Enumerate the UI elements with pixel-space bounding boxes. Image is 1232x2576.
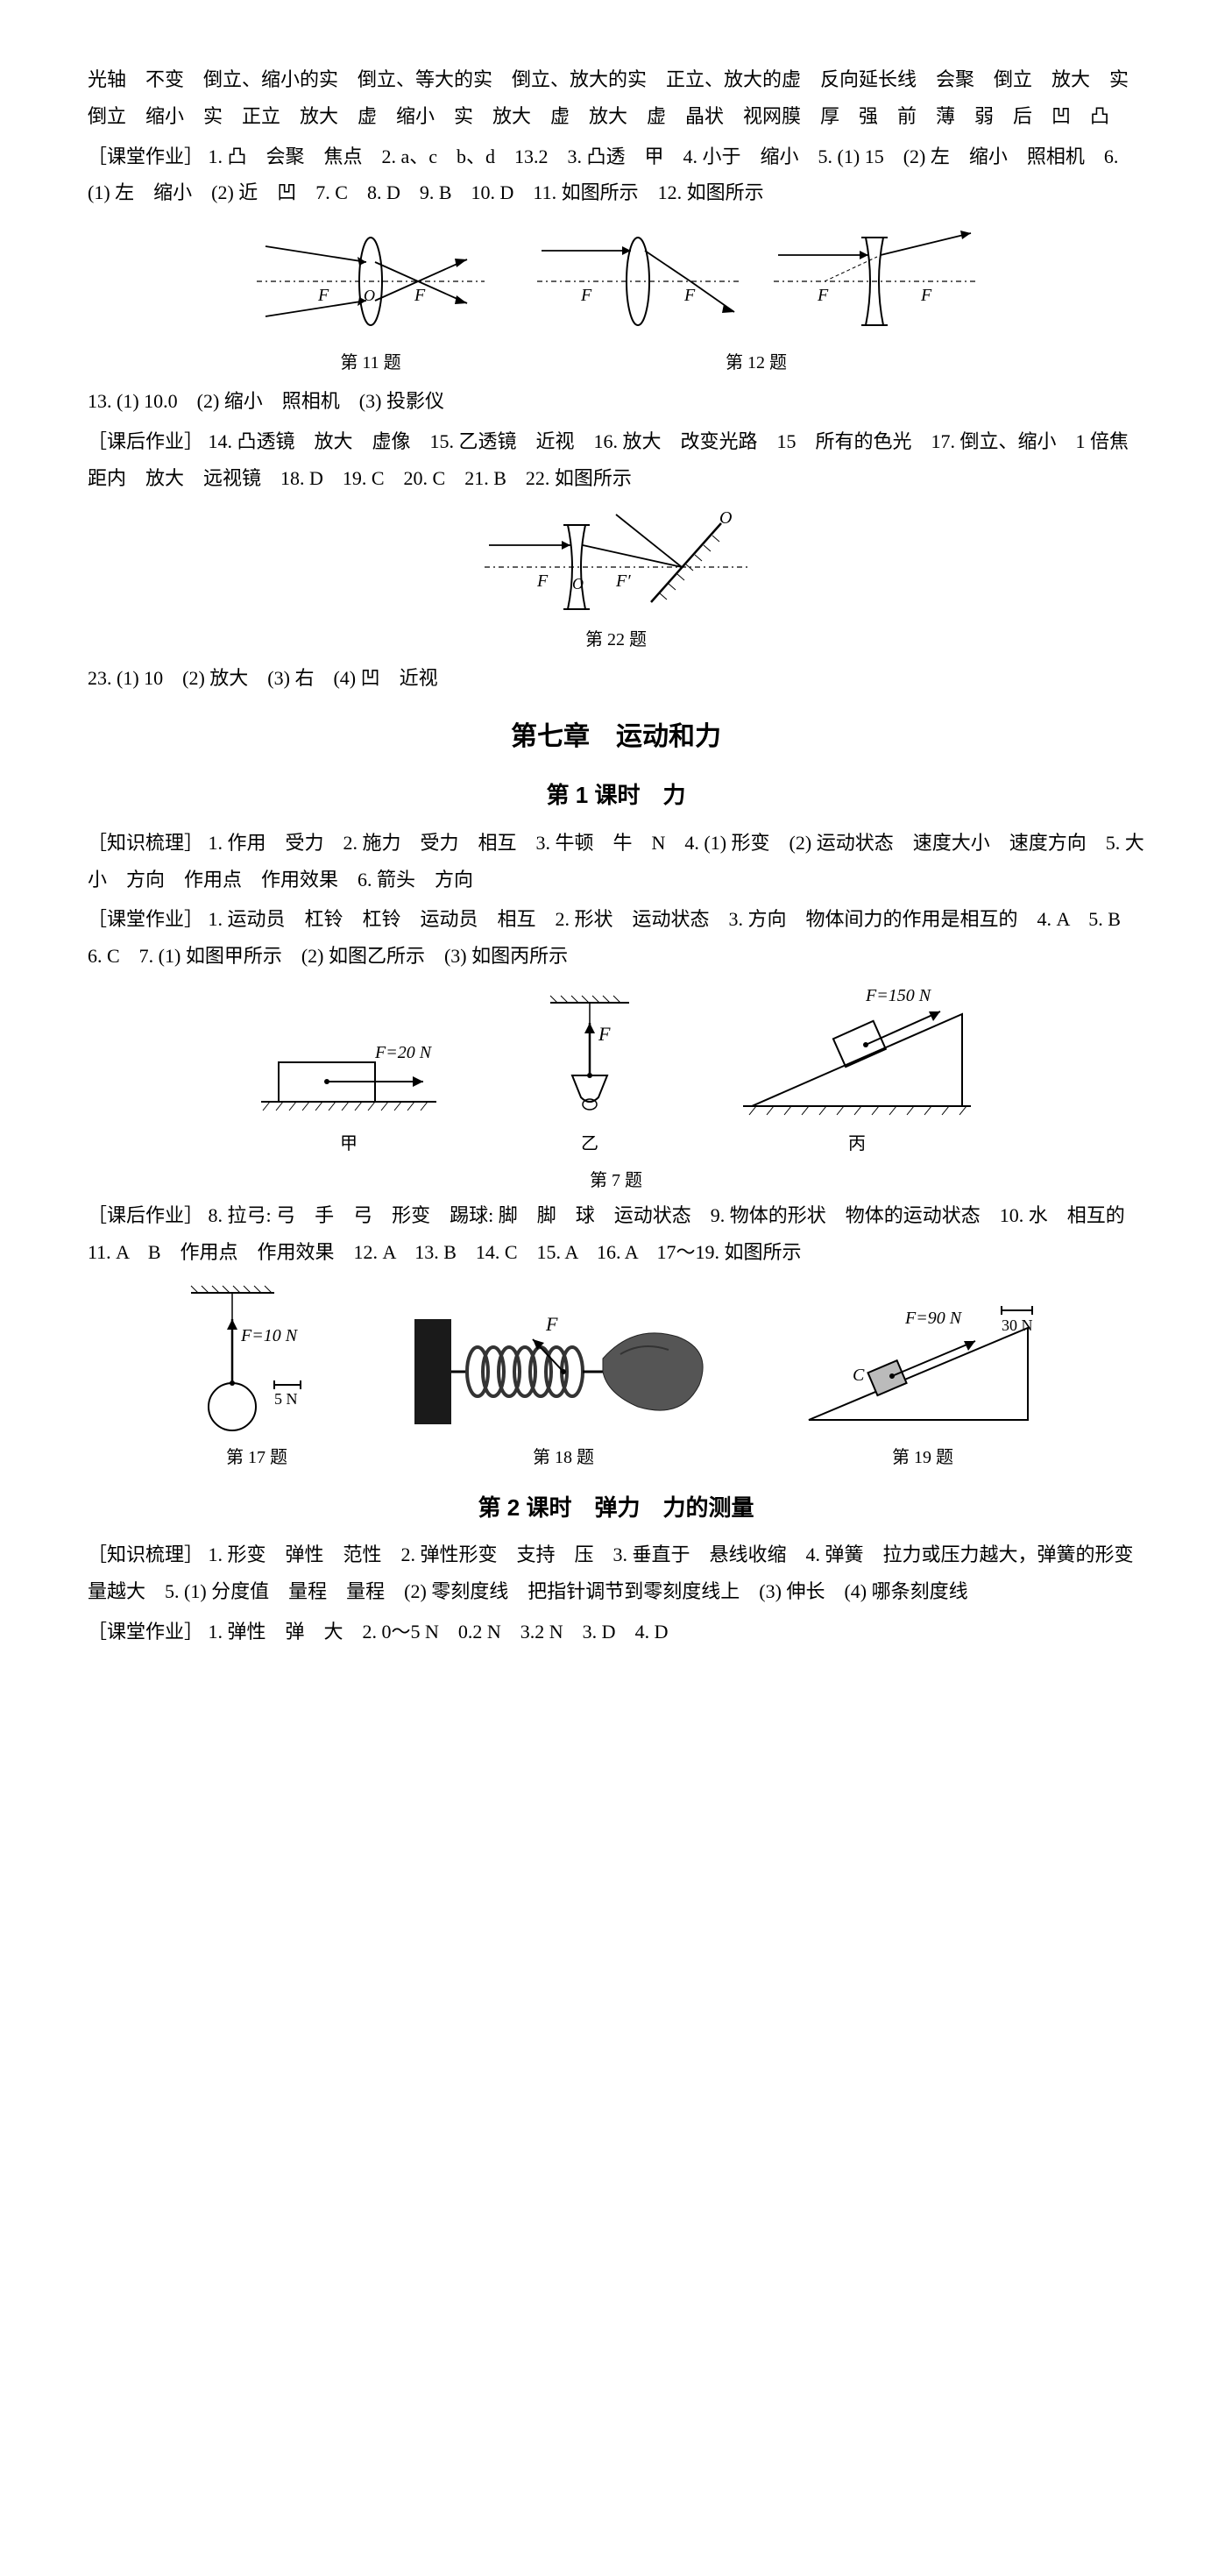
figure-row-11-12: F F O 第 11 题 F F	[88, 220, 1144, 380]
hanging-ball-17: F=10 N 5 N	[178, 1280, 336, 1437]
knowledge-2: ［知识梳理］ 1. 形变 弹性 范性 2. 弹性形变 支持 压 3. 垂直于 悬…	[88, 1536, 1144, 1610]
svg-text:O: O	[572, 575, 584, 593]
fig7-jia-label: 甲	[340, 1127, 358, 1160]
intro-paragraph: 光轴 不变 倒立、缩小的实 倒立、等大的实 倒立、放大的实 正立、放大的虚 反向…	[88, 61, 1144, 135]
figure-18-caption: 第 18 题	[533, 1441, 594, 1474]
block-force-jia: F=20 N	[252, 1027, 445, 1124]
figure-row-7: F=20 N 甲 F 乙	[88, 983, 1144, 1160]
svg-text:F=150 N: F=150 N	[865, 986, 932, 1005]
figure-11: F F O 第 11 题	[257, 220, 485, 380]
incline-19: C F=90 N 30 N	[791, 1288, 1054, 1437]
figure-row-22: F O F′ O 第 22 题	[88, 506, 1144, 656]
knowledge-2-text: 1. 形变 弹性 范性 2. 弹性形变 支持 压 3. 垂直于 悬线收缩 4. …	[88, 1543, 1134, 1602]
svg-text:F: F	[317, 286, 329, 305]
classwork-1-text: 1. 凸 会聚 焦点 2. a、c b、d 13.2 3. 凸透 甲 4. 小于…	[88, 145, 1118, 204]
incline-bing: F=150 N	[734, 983, 980, 1124]
figure-11-caption: 第 11 题	[340, 346, 400, 380]
svg-text:F: F	[580, 286, 592, 305]
svg-text:F=90 N: F=90 N	[904, 1309, 963, 1328]
knowledge-1-text: 1. 作用 受力 2. 施力 受力 相互 3. 牛顿 牛 N 4. (1) 形变…	[88, 832, 1144, 891]
figure-19: C F=90 N 30 N 第 19 题	[791, 1288, 1054, 1474]
svg-text:F: F	[683, 286, 696, 305]
figure-17: F=10 N 5 N 第 17 题	[178, 1280, 336, 1474]
svg-text:O: O	[364, 287, 375, 304]
convex-lens-diagram-11: F F O	[257, 220, 485, 343]
classwork-3: ［课堂作业］ 1. 弹性 弹 大 2. 0～5 N 0.2 N 3.2 N 3.…	[88, 1614, 1144, 1650]
figure-19-caption: 第 19 题	[892, 1441, 953, 1474]
homework-2-text: 8. 拉弓: 弓 手 弓 形变 踢球: 脚 脚 球 运动状态 9. 物体的形状 …	[88, 1204, 1144, 1263]
classwork-2-text: 1. 运动员 杠铃 杠铃 运动员 相互 2. 形状 运动状态 3. 方向 物体间…	[88, 908, 1140, 967]
figure-22-caption: 第 22 题	[585, 623, 647, 656]
svg-text:F=10 N: F=10 N	[240, 1326, 299, 1345]
figure-22: F O F′ O 第 22 题	[485, 506, 747, 656]
svg-text:F′: F′	[615, 571, 631, 591]
figure-row-17-19: F=10 N 5 N 第 17 题 F 第 18 题	[88, 1280, 1144, 1474]
classwork-3-label: ［课堂作业］	[88, 1621, 203, 1643]
figure-7-bing: F=150 N 丙	[734, 983, 980, 1160]
homework-1: ［课后作业］ 14. 凸透镜 放大 虚像 15. 乙透镜 近视 16. 放大 改…	[88, 423, 1144, 497]
homework-2: ［课后作业］ 8. 拉弓: 弓 手 弓 形变 踢球: 脚 脚 球 运动状态 9.…	[88, 1197, 1144, 1271]
chapter-7-title: 第七章 运动和力	[88, 712, 1144, 762]
fig7-bing-label: 丙	[848, 1127, 866, 1160]
homework-1-text: 14. 凸透镜 放大 虚像 15. 乙透镜 近视 16. 放大 改变光路 15 …	[88, 430, 1129, 489]
svg-text:F: F	[817, 286, 829, 305]
svg-text:5 N: 5 N	[274, 1390, 298, 1408]
spring-hand-18: F	[406, 1306, 721, 1437]
figure-7-caption: 第 7 题	[88, 1164, 1144, 1197]
homework-2-label: ［课后作业］	[88, 1204, 203, 1226]
ceiling-lamp-yi: F	[533, 992, 647, 1124]
figure-12: F F F F 第 12 题	[537, 220, 975, 380]
classwork-1-label: ［课堂作业］	[88, 145, 203, 167]
svg-text:O: O	[719, 508, 732, 528]
knowledge-2-label: ［知识梳理］	[88, 1543, 203, 1565]
fig7-yi-label: 乙	[581, 1127, 598, 1160]
classwork-2-label: ［课堂作业］	[88, 908, 203, 930]
figure-18: F 第 18 题	[406, 1306, 721, 1474]
svg-text:F: F	[536, 571, 549, 591]
classwork-1: ［课堂作业］ 1. 凸 会聚 焦点 2. a、c b、d 13.2 3. 凸透 …	[88, 138, 1144, 212]
knowledge-1-label: ［知识梳理］	[88, 832, 203, 854]
figure-7-yi: F 乙	[533, 992, 647, 1160]
svg-text:F=20 N: F=20 N	[374, 1043, 433, 1062]
svg-text:F: F	[545, 1313, 558, 1335]
lesson-2-title: 第 2 课时 弹力 力的测量	[88, 1487, 1144, 1529]
svg-text:30 N: 30 N	[1002, 1316, 1033, 1334]
lens-mirror-diagram-22: F O F′ O	[485, 506, 747, 620]
svg-text:C: C	[853, 1366, 865, 1385]
q23: 23. (1) 10 (2) 放大 (3) 右 (4) 凹 近视	[88, 660, 1144, 697]
svg-text:F: F	[598, 1023, 611, 1045]
concave-lens-diagram-12b: F F	[774, 220, 975, 343]
figure-17-caption: 第 17 题	[226, 1441, 287, 1474]
homework-1-label: ［课后作业］	[88, 430, 203, 452]
classwork-3-text: 1. 弹性 弹 大 2. 0～5 N 0.2 N 3.2 N 3. D 4. D	[209, 1621, 669, 1643]
knowledge-1: ［知识梳理］ 1. 作用 受力 2. 施力 受力 相互 3. 牛顿 牛 N 4.…	[88, 825, 1144, 898]
figure-12-caption: 第 12 题	[726, 346, 787, 380]
lesson-1-title: 第 1 课时 力	[88, 774, 1144, 817]
convex-lens-diagram-12a: F F	[537, 220, 739, 343]
classwork-2: ［课堂作业］ 1. 运动员 杠铃 杠铃 运动员 相互 2. 形状 运动状态 3.…	[88, 901, 1144, 975]
svg-text:F: F	[920, 286, 932, 305]
q13: 13. (1) 10.0 (2) 缩小 照相机 (3) 投影仪	[88, 383, 1144, 420]
svg-text:F: F	[414, 286, 426, 305]
figure-7-jia: F=20 N 甲	[252, 1027, 445, 1160]
